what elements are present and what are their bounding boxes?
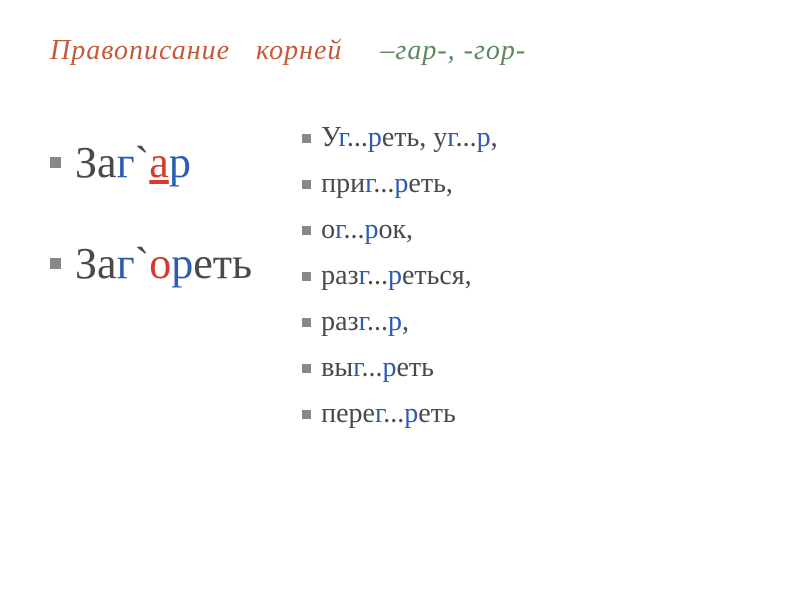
bullet-icon — [302, 134, 311, 143]
bullet-icon — [302, 272, 311, 281]
title-roots: –гар-, -гор- — [380, 35, 526, 66]
bullet-icon — [302, 226, 311, 235]
exercise-text: разг...реться, — [321, 260, 472, 292]
exercise-row: ог...рок, — [302, 214, 750, 246]
bullet-icon — [302, 410, 311, 419]
exercise-text: разг...р, — [321, 306, 409, 338]
exercise-row: выг...реть — [302, 352, 750, 384]
exercise-row: приг...реть, — [302, 168, 750, 200]
exercise-row: Уг...реть, уг...р, — [302, 122, 750, 154]
bullet-icon — [302, 364, 311, 373]
exercise-row: разг...р, — [302, 306, 750, 338]
example-row: Заг`ар — [50, 137, 252, 188]
exercise-text: перег...реть — [321, 398, 456, 430]
bullet-icon — [50, 258, 61, 269]
exercise-text: выг...реть — [321, 352, 434, 384]
title-word1: Правописание — [50, 35, 230, 66]
exercise-text: приг...реть, — [321, 168, 453, 200]
examples-column: Заг`ар Заг`ореть — [50, 117, 252, 444]
bullet-icon — [302, 318, 311, 327]
exercises-column: Уг...реть, уг...р, приг...реть, ог...рок… — [302, 117, 750, 444]
example-row: Заг`ореть — [50, 238, 252, 289]
exercise-row: перег...реть — [302, 398, 750, 430]
bullet-icon — [50, 157, 61, 168]
title-word2: корней — [256, 35, 342, 66]
example-word: Заг`ар — [75, 137, 191, 188]
content-area: Заг`ар Заг`ореть Уг...реть, уг...р, приг… — [50, 117, 750, 444]
exercise-text: ог...рок, — [321, 214, 413, 246]
exercise-text: Уг...реть, уг...р, — [321, 122, 497, 154]
exercise-row: разг...реться, — [302, 260, 750, 292]
slide-title: Правописание корней –гар-, -гор- — [50, 35, 750, 67]
example-word: Заг`ореть — [75, 238, 252, 289]
bullet-icon — [302, 180, 311, 189]
